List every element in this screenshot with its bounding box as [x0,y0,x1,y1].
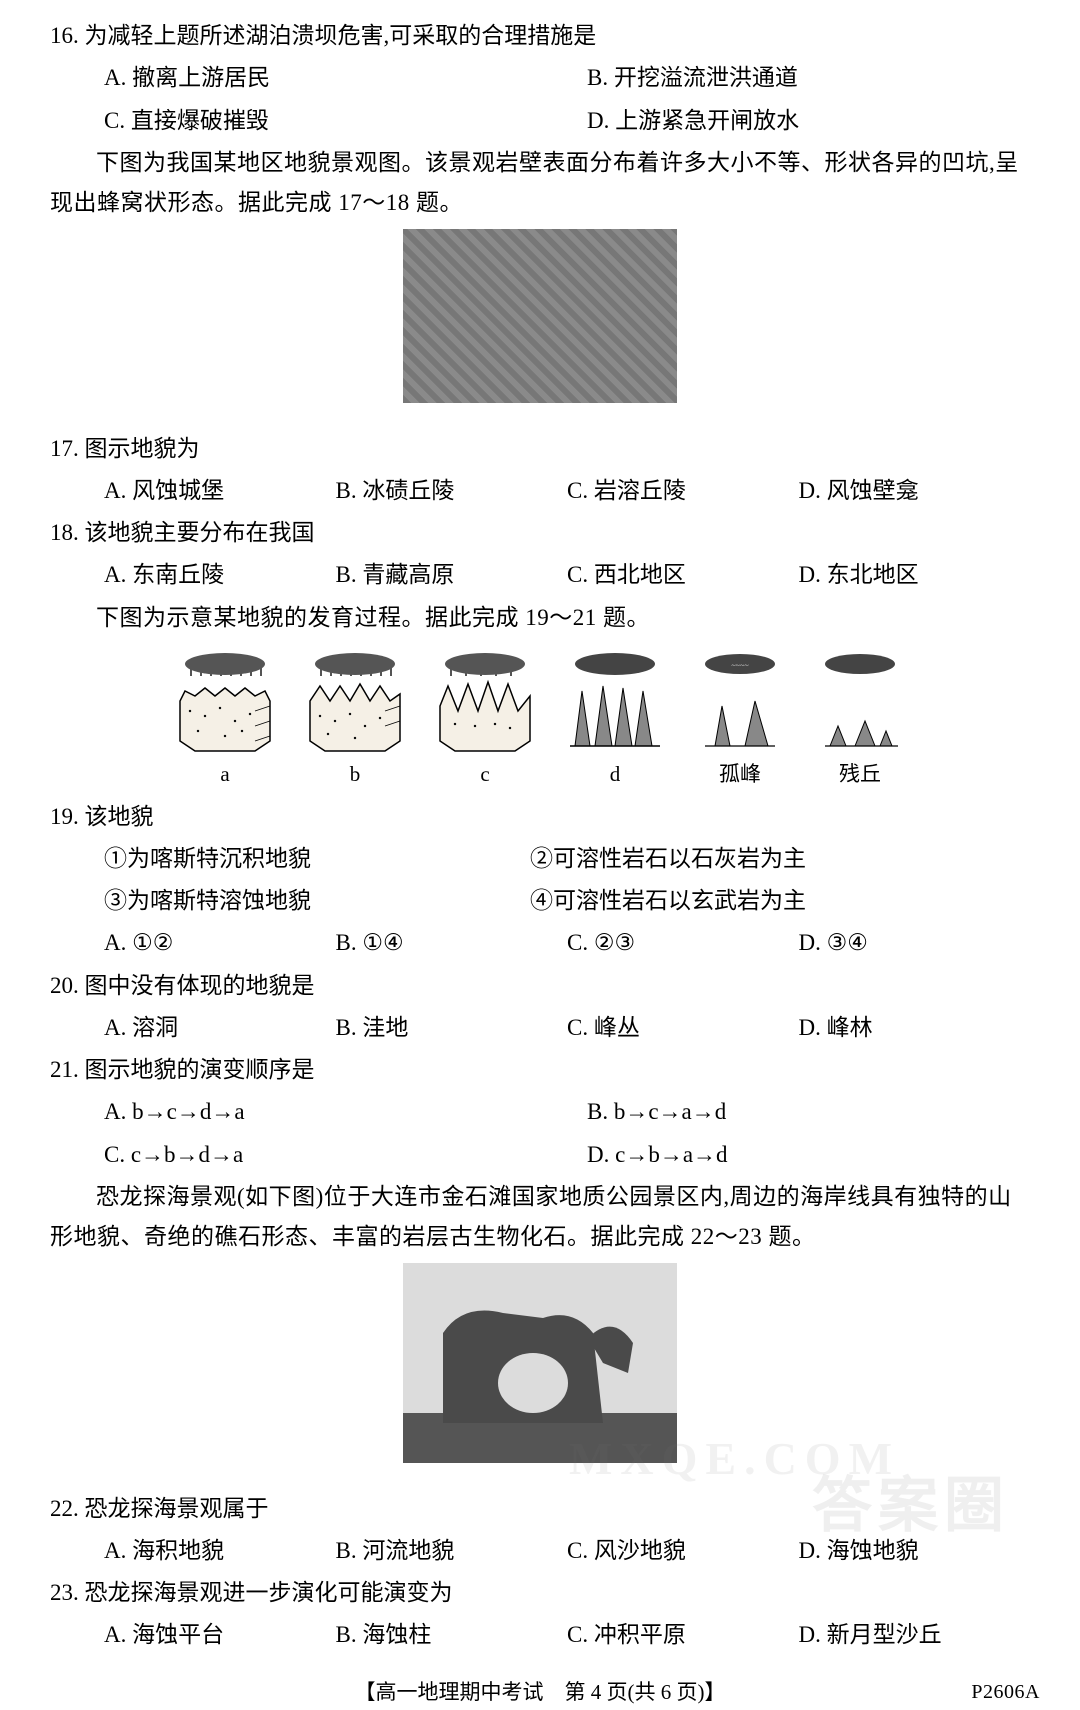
q20-stem: 20. 图中没有体现的地貌是 [50,966,1030,1006]
q16-opt-d: D. 上游紧急开闸放水 [567,101,1030,141]
q16-opt-a: A. 撤离上游居民 [104,58,567,98]
q16-opt-b: B. 开挖溢流泄洪通道 [567,58,1030,98]
q22-opt-b: B. 河流地貌 [336,1531,568,1571]
karst-label-d: d [560,756,670,793]
q22-opt-d: D. 海蚀地貌 [799,1531,1031,1571]
q22-stem: 22. 恐龙探海景观属于 [50,1489,1030,1529]
passage-3: 恐龙探海景观(如下图)位于大连市金石滩国家地质公园景区内,周边的海岸线具有独特的… [50,1177,1030,1258]
page-footer: 【高一地理期中考试 第 4 页(共 6 页)】 P2606A [50,1674,1030,1710]
q20-options: A. 溶洞 B. 洼地 C. 峰丛 D. 峰林 [50,1008,1030,1048]
q23-stem: 23. 恐龙探海景观进一步演化可能演变为 [50,1573,1030,1613]
q21-options-row2: C. c→b→d→a D. c→b→a→d [50,1135,1030,1175]
q19-opt-b: B. ①④ [336,923,568,963]
karst-item-a: a [170,646,280,793]
q17-stem: 17. 图示地貌为 [50,429,1030,469]
karst-label-c: c [430,756,540,793]
q18-options: A. 东南丘陵 B. 青藏高原 C. 西北地区 D. 东北地区 [50,555,1030,595]
q18-opt-d: D. 东北地区 [799,555,1031,595]
paper-code: P2606A [971,1675,1040,1710]
karst-item-f: 残丘 [810,646,910,793]
q19-statements-1: ①为喀斯特沉积地貌 ②可溶性岩石以石灰岩为主 [50,839,1030,879]
q16-opt-c: C. 直接爆破摧毁 [104,101,567,141]
q19-options: A. ①② B. ①④ C. ②③ D. ③④ [50,923,1030,963]
q19-s2: ②可溶性岩石以石灰岩为主 [530,839,806,879]
q17-opt-d: D. 风蚀壁龛 [799,471,1031,511]
q23-opt-a: A. 海蚀平台 [104,1615,336,1655]
q21-options-row1: A. b→c→d→a B. b→c→a→d [50,1092,1030,1132]
q23-opt-c: C. 冲积平原 [567,1615,799,1655]
q21-opt-a: A. b→c→d→a [104,1092,567,1132]
q17-opt-a: A. 风蚀城堡 [104,471,336,511]
footer-text: 【高一地理期中考试 第 4 页(共 6 页)】 [355,1680,726,1704]
q18-opt-b: B. 青藏高原 [336,555,568,595]
figure-1-wrap [50,229,1030,416]
q19-s1: ①为喀斯特沉积地貌 [104,839,530,879]
karst-label-b: b [300,756,410,793]
karst-diagram-row: a b c d ~~~ [50,646,1030,793]
karst-label-e: 孤峰 [690,756,790,793]
q20-opt-c: C. 峰丛 [567,1008,799,1048]
figure-1-image [403,229,677,403]
q20-opt-d: D. 峰林 [799,1008,1031,1048]
q21-opt-d: D. c→b→a→d [567,1135,1030,1175]
q19-opt-d: D. ③④ [799,923,1031,963]
karst-item-c: c [430,646,540,793]
q19-s4: ④可溶性岩石以玄武岩为主 [530,881,806,921]
q19-s3: ③为喀斯特溶蚀地貌 [104,881,530,921]
q17-opt-b: B. 冰碛丘陵 [336,471,568,511]
passage-2: 下图为示意某地貌的发育过程。据此完成 19～21 题。 [50,598,1030,638]
figure-2-image [403,1263,677,1463]
q22-opt-c: C. 风沙地貌 [567,1531,799,1571]
q18-opt-c: C. 西北地区 [567,555,799,595]
q16-options-row1: A. 撤离上游居民 B. 开挖溢流泄洪通道 [50,58,1030,98]
q23-opt-b: B. 海蚀柱 [336,1615,568,1655]
q17-opt-c: C. 岩溶丘陵 [567,471,799,511]
q17-options: A. 风蚀城堡 B. 冰碛丘陵 C. 岩溶丘陵 D. 风蚀壁龛 [50,471,1030,511]
q19-statements-2: ③为喀斯特溶蚀地貌 ④可溶性岩石以玄武岩为主 [50,881,1030,921]
karst-item-e: ~~~~ 孤峰 [690,646,790,793]
q21-opt-b: B. b→c→a→d [567,1092,1030,1132]
q19-opt-c: C. ②③ [567,923,799,963]
passage-1: 下图为我国某地区地貌景观图。该景观岩壁表面分布着许多大小不等、形状各异的凹坑,呈… [50,143,1030,224]
q19-opt-a: A. ①② [104,923,336,963]
q18-opt-a: A. 东南丘陵 [104,555,336,595]
svg-text:~~~~: ~~~~ [731,661,749,670]
q23-opt-d: D. 新月型沙丘 [799,1615,1031,1655]
q16-stem: 16. 为减轻上题所述湖泊溃坝危害,可采取的合理措施是 [50,16,1030,56]
q22-options: A. 海积地貌 B. 河流地貌 C. 风沙地貌 D. 海蚀地貌 [50,1531,1030,1571]
q16-options-row2: C. 直接爆破摧毁 D. 上游紧急开闸放水 [50,101,1030,141]
q22-opt-a: A. 海积地貌 [104,1531,336,1571]
karst-item-b: b [300,646,410,793]
karst-item-d: d [560,646,670,793]
q21-opt-c: C. c→b→d→a [104,1135,567,1175]
q23-options: A. 海蚀平台 B. 海蚀柱 C. 冲积平原 D. 新月型沙丘 [50,1615,1030,1655]
q18-stem: 18. 该地貌主要分布在我国 [50,513,1030,553]
q21-stem: 21. 图示地貌的演变顺序是 [50,1050,1030,1090]
figure-2-wrap [50,1263,1030,1476]
q19-stem: 19. 该地貌 [50,797,1030,837]
karst-label-f: 残丘 [810,756,910,793]
karst-label-a: a [170,756,280,793]
q20-opt-a: A. 溶洞 [104,1008,336,1048]
q20-opt-b: B. 洼地 [336,1008,568,1048]
